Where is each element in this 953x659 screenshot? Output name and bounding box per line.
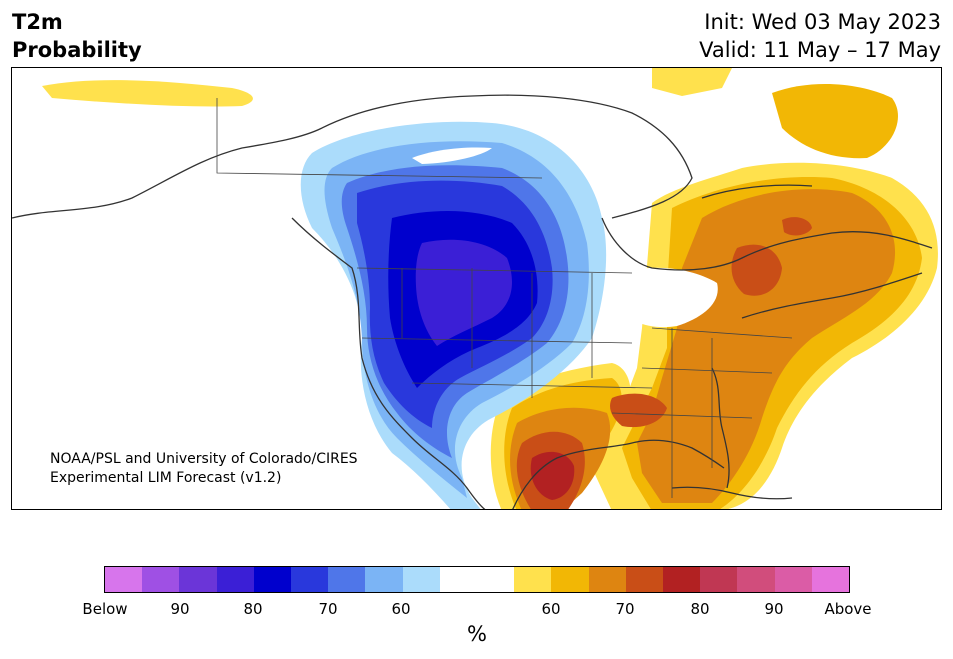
colorbar-segment <box>328 567 366 592</box>
colorbar-label-below: Below <box>82 600 128 618</box>
great-lakes-neutral-region <box>617 267 718 328</box>
probability-colorbar <box>104 566 850 593</box>
colorbar-segment <box>663 567 701 592</box>
forecast-dates: Init: Wed 03 May 2023 Valid: 11 May – 17… <box>699 8 941 64</box>
greenland-yellow-region <box>652 68 732 96</box>
colorbar-label-above-60: 60 <box>541 600 561 618</box>
colorbar-tick-labels: Below 90 80 70 60 60 70 80 90 Above <box>0 600 953 620</box>
credit-line-2: Experimental LIM Forecast (v1.2) <box>50 470 282 486</box>
colorbar-label-above-90: 90 <box>764 600 784 618</box>
colorbar-segment <box>291 567 329 592</box>
colorbar-unit: % <box>467 622 487 646</box>
colorbar-segment <box>588 567 626 592</box>
colorbar-segment <box>774 567 812 592</box>
colorbar-label-below-80: 80 <box>243 600 263 618</box>
colorbar-label-above-70: 70 <box>615 600 635 618</box>
colorbar-segment <box>551 567 589 592</box>
colorbar-segment <box>216 567 254 592</box>
coastlines <box>12 94 933 509</box>
colorbar-segment <box>179 567 217 592</box>
colorbar-label-below-90: 90 <box>170 600 190 618</box>
colorbar-label-above: Above <box>824 600 872 618</box>
quebec-darkorange-spot <box>782 217 812 236</box>
colorbar-label-below-70: 70 <box>318 600 338 618</box>
gulf-coast-darkorange-region <box>610 393 667 428</box>
title-line-2: Probability <box>12 38 142 62</box>
texas-red-region <box>530 451 575 500</box>
valid-range: Valid: 11 May – 17 May <box>699 38 941 62</box>
colorbar-label-below-60: 60 <box>391 600 411 618</box>
title-line-1: T2m <box>12 10 63 34</box>
colorbar-segment <box>402 567 440 592</box>
colorbar-segment <box>811 567 850 592</box>
credit-text: NOAA/PSL and University of Colorado/CIRE… <box>50 450 358 488</box>
east-orange-region <box>637 189 896 503</box>
colorbar-segment <box>514 567 552 592</box>
init-date: Init: Wed 03 May 2023 <box>704 10 941 34</box>
colorbar-segment <box>700 567 738 592</box>
colorbar-segment <box>105 567 143 592</box>
credit-line-1: NOAA/PSL and University of Colorado/CIRE… <box>50 451 358 467</box>
arctic-yellow-region <box>42 80 253 107</box>
state-borders <box>216 98 793 498</box>
great-slave-lake <box>412 147 492 164</box>
forecast-map: NOAA/PSL and University of Colorado/CIRE… <box>11 67 942 510</box>
map-title: T2m Probability <box>12 8 142 64</box>
colorbar-segment <box>253 567 292 592</box>
colorbar-segment <box>737 567 775 592</box>
greenland-orange-region <box>772 83 898 159</box>
colorbar-segment <box>439 567 478 592</box>
colorbar-segment <box>365 567 403 592</box>
colorbar-segment <box>477 567 515 592</box>
colorbar-segment <box>142 567 180 592</box>
colorbar-segment <box>625 567 664 592</box>
west-indigo-region <box>415 239 512 346</box>
colorbar-label-above-80: 80 <box>690 600 710 618</box>
map-canvas <box>12 68 938 509</box>
